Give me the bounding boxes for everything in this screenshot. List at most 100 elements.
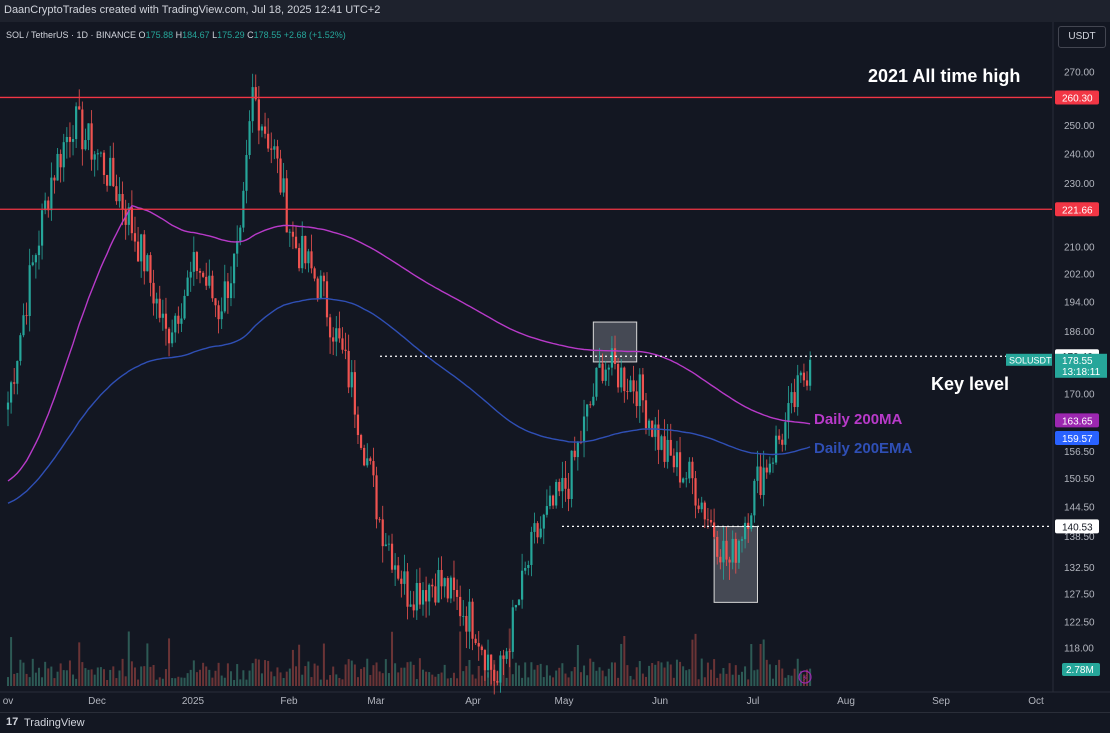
volume-bar: [307, 661, 310, 686]
candle-body: [672, 455, 675, 468]
candle-body: [257, 99, 260, 131]
candle-body: [533, 523, 536, 532]
volume-bar: [710, 669, 713, 686]
candle-body: [598, 363, 601, 368]
candle-body: [700, 502, 703, 510]
x-tick-label: Jun: [652, 696, 668, 707]
candle-body: [378, 519, 381, 521]
volume-bar: [350, 660, 353, 686]
candle-body: [344, 349, 347, 351]
volume-bar: [223, 677, 226, 686]
volume-bar: [415, 679, 418, 686]
volume-bar: [260, 673, 263, 686]
volume-bar: [121, 658, 124, 686]
candle-body: [474, 638, 477, 644]
candle-body: [359, 435, 363, 448]
candle-body: [428, 584, 431, 602]
price-tag: [1055, 90, 1099, 105]
volume-bar: [607, 668, 610, 686]
candle-body: [654, 424, 657, 437]
volume-bar: [412, 664, 415, 686]
candle-body: [208, 275, 211, 286]
candle-body: [9, 382, 13, 403]
volume-bar: [106, 679, 109, 686]
x-tick-label: Feb: [280, 696, 298, 707]
candle-body: [263, 126, 267, 134]
candle-body: [617, 364, 620, 388]
last-price-text: 178.55: [1062, 356, 1093, 367]
volume-bar: [304, 666, 307, 686]
candle-body: [703, 502, 706, 520]
volume-bar: [298, 644, 301, 686]
volume-bar: [802, 674, 805, 686]
candle-body: [753, 480, 756, 516]
volume-bar: [254, 658, 257, 686]
candle-body: [415, 582, 418, 611]
candle-body: [440, 569, 443, 587]
candle-body: [632, 380, 635, 392]
volume-bar: [583, 665, 586, 686]
volume-bar: [561, 663, 564, 686]
volume-bar: [81, 662, 84, 686]
candle-body: [251, 87, 254, 122]
candle-body: [118, 193, 121, 202]
volume-bar: [347, 659, 350, 686]
candle-body: [6, 402, 10, 410]
candle-body: [706, 519, 710, 521]
volume-bar: [189, 669, 192, 686]
candle-body: [223, 281, 226, 312]
volume-bar: [214, 670, 217, 686]
candle-body: [610, 348, 614, 368]
candle-body: [28, 265, 31, 316]
volume-bar: [316, 665, 319, 686]
candle-body: [133, 233, 137, 242]
candle-body: [539, 528, 542, 538]
volume-bar: [694, 633, 697, 686]
candle-body: [743, 522, 747, 540]
x-tick-label: Apr: [465, 696, 481, 707]
volume-bar: [756, 669, 759, 686]
candle-body: [641, 374, 644, 401]
ma-200-line: [7, 204, 811, 482]
candle-body: [19, 335, 22, 361]
volume-bar: [781, 668, 784, 686]
volume-bar: [59, 663, 62, 686]
volume-bar: [7, 677, 9, 686]
volume-bar: [530, 662, 533, 686]
candle-body: [130, 207, 133, 234]
price-tag-text: 140.53: [1062, 522, 1093, 533]
candle-body: [499, 655, 502, 683]
volume-bar: [548, 675, 551, 686]
volume-bar: [65, 670, 68, 686]
volume-bar: [514, 662, 517, 686]
candle-body: [561, 477, 564, 492]
volume-bar: [353, 664, 356, 686]
candle-body: [294, 236, 298, 249]
candle-body: [768, 463, 771, 473]
volume-bar: [722, 668, 725, 686]
x-tick-label: Jul: [747, 696, 760, 707]
volume-bar: [775, 665, 778, 686]
candle-body: [740, 539, 744, 541]
candle-body: [524, 567, 527, 571]
currency-button[interactable]: USDT: [1058, 26, 1106, 48]
candle-body: [517, 599, 521, 605]
candle-body: [626, 391, 629, 392]
volume-bar: [366, 658, 369, 686]
candle-body: [307, 251, 310, 264]
candle-body: [805, 380, 809, 386]
volume-bar: [251, 663, 254, 686]
candle-body: [468, 601, 471, 632]
volume-bar: [648, 665, 651, 686]
candle-body: [737, 540, 740, 563]
volume-bar: [425, 671, 428, 686]
volume-bar: [750, 644, 753, 686]
candle-body: [471, 601, 474, 639]
candle-body: [13, 382, 16, 384]
candle-body: [719, 556, 722, 563]
volume-bar: [155, 679, 158, 686]
volume-bar: [41, 677, 44, 686]
y-tick-label: 138.50: [1064, 532, 1095, 543]
volume-bar: [375, 662, 378, 686]
